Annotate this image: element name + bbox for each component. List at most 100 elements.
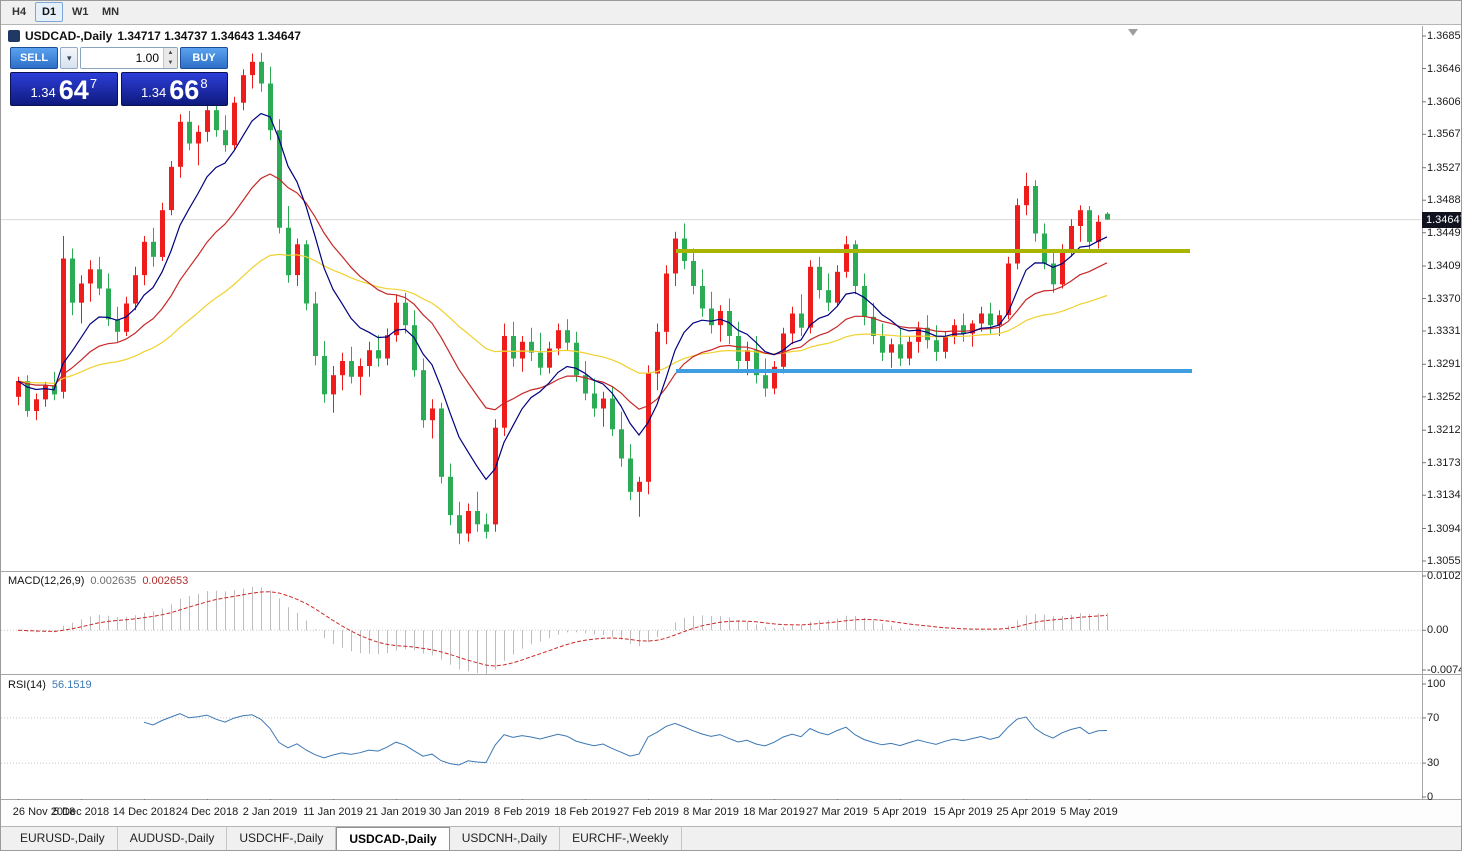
tab-label: USDCAD-,Daily <box>349 832 437 846</box>
separators <box>0 26 1462 804</box>
macd-value-signal: 0.002653 <box>142 575 189 587</box>
tab-label: USDCHF-,Daily <box>239 831 324 845</box>
bid-big-digits: 64 <box>58 75 89 105</box>
price-axis-label: 1.33700 <box>1427 292 1462 305</box>
rsi-indicator-label: RSI(14) 56.1519 <box>8 679 92 691</box>
timeframe-d1-button[interactable]: D1 <box>35 2 63 22</box>
ma-line-21 <box>17 173 1108 411</box>
current-price-value: 1.34647 <box>1426 213 1462 226</box>
tab-label: USDCNH-,Daily <box>461 831 548 845</box>
rsi-pane <box>1 713 1421 766</box>
volume-spinner: ▲ ▼ <box>163 48 177 68</box>
price-axis-label: 1.34090 <box>1427 260 1462 272</box>
date-axis-label: 2 Jan 2019 <box>242 806 298 818</box>
chart-tabs-bar: EURUSD-,Daily AUDUSD-,Daily USDCHF-,Dail… <box>0 826 1462 851</box>
price-axis-label: 1.32120 <box>1427 424 1462 437</box>
date-axis-label: 27 Mar 2019 <box>806 806 868 818</box>
ask-big-digits: 66 <box>169 75 200 105</box>
price-axis[interactable]: 1.36850 1.36460 1.36060 1.35670 1.35270 1.348… <box>1422 26 1462 803</box>
sell-button[interactable]: SELL <box>10 47 58 69</box>
price-axis-label: 1.36460 <box>1427 62 1462 75</box>
bid-pipette: 7 <box>89 76 98 91</box>
date-axis-label: 24 Dec 2018 <box>175 806 239 818</box>
candles <box>16 52 1110 545</box>
ask-pipette: 8 <box>200 76 208 91</box>
price-axis-label: 1.31730 <box>1427 456 1462 469</box>
bid-price-box[interactable]: 1.34 64 7 <box>10 72 118 106</box>
chevron-down-icon[interactable]: ▾ <box>60 47 78 69</box>
rsi-axis-label: 100 <box>1427 678 1446 690</box>
tab-usdcad-daily[interactable]: USDCAD-,Daily <box>336 827 450 851</box>
volume-down-icon[interactable]: ▼ <box>164 58 177 68</box>
volume-box: ▲ ▼ <box>80 47 178 69</box>
current-price-tag: 1.34647 <box>1422 211 1462 228</box>
date-axis-label: 5 May 2019 <box>1060 806 1118 818</box>
rsi-axis-label: 30 <box>1427 757 1440 770</box>
date-axis-label: 18 Feb 2019 <box>554 806 616 818</box>
volume-up-icon[interactable]: ▲ <box>164 48 177 58</box>
tab-label: EURUSD-,Daily <box>20 831 105 845</box>
macd-signal-line <box>17 591 1108 667</box>
tab-audusd-daily[interactable]: AUDUSD-,Daily <box>118 827 228 851</box>
date-axis-label: 27 Feb 2019 <box>617 806 679 818</box>
tab-eurchf-weekly[interactable]: EURCHF-,Weekly <box>560 827 682 851</box>
rsi-line <box>143 713 1108 766</box>
price-axis-label: 1.36850 <box>1427 30 1462 42</box>
price-axis-label: 1.35270 <box>1427 161 1462 174</box>
chart-header: USDCAD-,Daily 1.34717 1.34737 1.34643 1.… <box>8 29 301 43</box>
ask-prefix: 1.34 <box>140 85 167 100</box>
date-axis-label: 18 Mar 2019 <box>743 806 805 818</box>
ma-line-50 <box>17 253 1108 385</box>
price-axis-label: 1.33310 <box>1427 325 1462 337</box>
rsi-value: 56.1519 <box>51 679 92 691</box>
macd-value-main: 0.002635 <box>90 575 137 587</box>
date-axis-label: 11 Jan 2019 <box>303 806 363 818</box>
date-axis-label: 5 Dec 2018 <box>52 806 110 818</box>
ma-line-9 <box>17 112 1108 481</box>
date-axis[interactable]: 26 Nov 2018 5 Dec 2018 14 Dec 2018 24 Dec 2… <box>0 800 1462 826</box>
timeframe-mn-button[interactable]: MN <box>95 2 123 22</box>
date-axis-label: 30 Jan 2019 <box>428 806 490 818</box>
tab-usdchf-daily[interactable]: USDCHF-,Daily <box>227 827 337 851</box>
chart-icon <box>8 30 20 42</box>
macd-axis-label: -0.00747 <box>1427 664 1462 676</box>
volume-input[interactable] <box>81 48 163 68</box>
tab-eurusd-daily[interactable]: EURUSD-,Daily <box>8 827 118 851</box>
rsi-axis-label: 0 <box>1427 791 1434 803</box>
date-axis-label: 25 Apr 2019 <box>996 806 1056 818</box>
price-axis-label: 1.36060 <box>1427 95 1462 108</box>
timeframe-w1-button[interactable]: W1 <box>65 2 93 22</box>
date-axis-label: 21 Jan 2019 <box>365 806 427 818</box>
timeframe-h4-button[interactable]: H4 <box>5 2 33 22</box>
price-axis-label: 1.32910 <box>1427 358 1462 371</box>
moving-averages <box>17 112 1108 481</box>
buy-button[interactable]: BUY <box>180 47 228 69</box>
tab-label: EURCHF-,Weekly <box>572 831 669 845</box>
tab-label: AUDUSD-,Daily <box>129 831 215 845</box>
date-axis-label: 14 Dec 2018 <box>112 806 176 818</box>
price-axis-label: 1.34490 <box>1427 226 1462 239</box>
horizontal-lines <box>676 249 1192 373</box>
chart-ohlc-values: 1.34717 1.34737 1.34643 1.34647 <box>117 29 301 43</box>
price-axis-label: 1.35670 <box>1427 128 1462 141</box>
bid-prefix: 1.34 <box>30 85 56 100</box>
timeframe-toolbar: H4 D1 W1 MN <box>0 0 1462 25</box>
date-axis-label: 8 Mar 2019 <box>683 806 739 818</box>
tab-usdcnh-daily[interactable]: USDCNH-,Daily <box>450 827 561 851</box>
macd-indicator-label: MACD(12,26,9) 0.002635 0.002653 <box>8 575 188 587</box>
price-axis-label: 1.34880 <box>1427 194 1462 207</box>
macd-name: MACD(12,26,9) <box>8 575 85 587</box>
rsi-name: RSI(14) <box>8 679 46 691</box>
price-axis-label: 1.31340 <box>1427 489 1462 502</box>
rsi-axis-label: 70 <box>1427 711 1440 724</box>
price-axis-label: 1.30940 <box>1427 522 1462 535</box>
date-axis-label: 5 Apr 2019 <box>873 806 927 818</box>
macd-axis-label: 0.00 <box>1427 624 1449 637</box>
ask-price-box[interactable]: 1.34 66 8 <box>120 72 228 106</box>
price-axis-label: 1.32520 <box>1427 390 1462 403</box>
date-axis-label: 15 Apr 2019 <box>933 806 993 818</box>
macd-pane <box>1 586 1421 675</box>
